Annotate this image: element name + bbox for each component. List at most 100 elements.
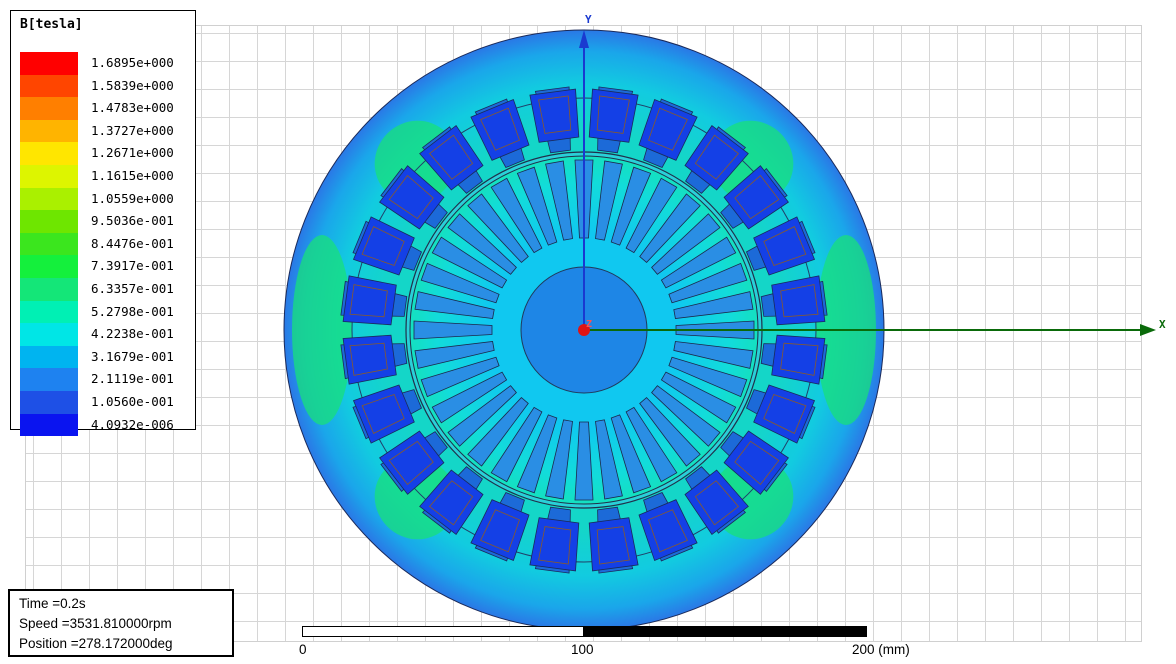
x-axis-label: X: [1159, 318, 1166, 331]
legend-swatch: [20, 345, 78, 369]
stator-coil: [753, 216, 816, 276]
scale-bar-white-segment: [302, 626, 584, 637]
legend-row: 5.2798e-001: [11, 300, 197, 324]
legend: B[tesla] 1.6895e+000 1.5839e+000 1.4783e+0…: [10, 10, 197, 437]
legend-row: 4.2238e-001: [11, 323, 197, 346]
legend-row: 2.1119e-001: [11, 368, 197, 391]
stator-coil: [529, 88, 580, 143]
stator-coil: [352, 384, 415, 444]
legend-swatch: [20, 232, 78, 256]
coil-outline: [694, 134, 739, 180]
coil-outline: [763, 393, 807, 434]
legend-swatch: [20, 255, 78, 278]
coil-outline: [780, 284, 819, 318]
legend-row: 6.3357e-001: [11, 278, 197, 301]
coil-outline: [538, 95, 572, 134]
rotor-bar: [660, 371, 737, 424]
rotor-bar: [673, 291, 754, 319]
legend-swatch: [20, 74, 78, 98]
stator-coil: [684, 469, 749, 535]
stator-coil: [379, 165, 445, 230]
rotor-bar: [490, 406, 543, 483]
legend-value: 6.3357e-001: [91, 281, 174, 296]
coil-outline: [429, 480, 474, 526]
stator-coil: [638, 499, 698, 562]
legend-row: 1.5839e+000: [11, 74, 197, 98]
rotor-bar: [668, 262, 748, 304]
legend-value: 3.1679e-001: [91, 348, 174, 364]
legend-row: 1.6895e+000: [11, 52, 197, 75]
position-readout: Position =278.172000deg: [19, 636, 173, 651]
stator-coil: [470, 98, 530, 161]
coil-outline: [734, 440, 780, 485]
stator-coil: [588, 517, 639, 572]
x-axis-arrow-icon: [1140, 324, 1156, 336]
legend-row: 1.3727e+000: [11, 119, 197, 143]
legend-value: 4.2238e-001: [91, 326, 174, 342]
rotor-bar: [595, 160, 623, 241]
scale-tick-0: 0: [299, 642, 307, 657]
legend-value: 1.2671e+000: [91, 145, 174, 161]
legend-value: 4.0932e-006: [91, 416, 174, 432]
rotor-bar: [625, 177, 678, 254]
rotor-bar: [639, 193, 701, 263]
legend-swatch: [20, 210, 78, 233]
scale-tick-200: 200 (mm): [852, 642, 910, 657]
rotor-bar: [516, 166, 558, 246]
legend-row: 1.1615e+000: [11, 165, 197, 188]
legend-swatch: [20, 391, 78, 414]
legend-value: 2.1119e-001: [91, 371, 174, 387]
legend-value: 1.0559e+000: [91, 190, 174, 206]
coil-outline: [763, 226, 807, 267]
coil-outline: [647, 509, 688, 553]
stator-coil: [379, 430, 445, 495]
legend-value: 1.6895e+000: [91, 55, 174, 70]
speed-readout: Speed =3531.810000rpm: [19, 616, 172, 631]
stator-coil: [342, 275, 397, 326]
legend-row: 1.0559e+000: [11, 187, 197, 211]
coil-outline: [596, 95, 630, 134]
coil-outline: [694, 480, 739, 526]
coil-outline: [429, 134, 474, 180]
rotor-bar: [673, 341, 754, 369]
stator-coil: [419, 469, 484, 535]
coil-outline: [780, 342, 819, 376]
legend-swatch: [20, 119, 78, 143]
y-axis-arrow-icon: [579, 30, 589, 48]
legend-swatch: [20, 165, 78, 188]
legend-swatch: [20, 278, 78, 301]
legend-value: 1.4783e+000: [91, 100, 174, 116]
stator-coil: [723, 165, 789, 230]
coil-outline: [349, 342, 388, 376]
legend-value: 8.4476e-001: [91, 235, 174, 251]
rotor-bar: [431, 371, 508, 424]
coil-outline: [538, 526, 572, 565]
legend-swatch: [20, 368, 78, 391]
legend-swatch: [20, 413, 78, 437]
rotor-bar: [431, 236, 508, 289]
rotor-bar: [414, 341, 495, 369]
coil-outline: [480, 107, 521, 151]
stator-coil: [529, 517, 580, 572]
stator-coil: [753, 384, 816, 444]
legend-row: 1.2671e+000: [11, 142, 197, 165]
stator-coil: [352, 216, 415, 276]
coil-outline: [734, 175, 780, 220]
rotor-bar: [610, 414, 652, 494]
scale-tick-100: 100: [571, 642, 594, 657]
legend-swatch: [20, 300, 78, 324]
rotor-bar: [447, 385, 517, 447]
scale-bar-black-segment: [584, 626, 867, 637]
rotor-bar: [420, 356, 500, 398]
legend-title: B[tesla]: [20, 17, 83, 32]
rotor-bar: [467, 193, 529, 263]
rotor-bar: [516, 414, 558, 494]
rotor-bar: [574, 421, 594, 501]
flux-patch: [292, 235, 352, 425]
rotor-bar: [595, 419, 623, 500]
time-readout: Time =0.2s: [19, 596, 86, 611]
rotor-bars: [413, 159, 755, 501]
coil-outline: [361, 393, 405, 434]
